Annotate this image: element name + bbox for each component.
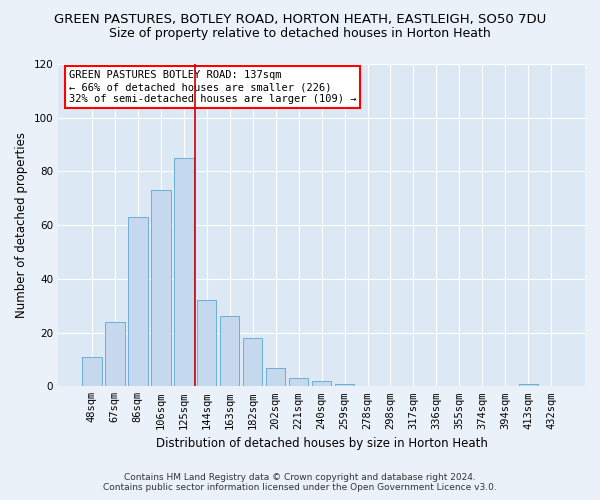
Text: GREEN PASTURES, BOTLEY ROAD, HORTON HEATH, EASTLEIGH, SO50 7DU: GREEN PASTURES, BOTLEY ROAD, HORTON HEAT… <box>54 12 546 26</box>
Bar <box>312 381 331 386</box>
Bar <box>220 316 239 386</box>
Bar <box>151 190 170 386</box>
Text: GREEN PASTURES BOTLEY ROAD: 137sqm
← 66% of detached houses are smaller (226)
32: GREEN PASTURES BOTLEY ROAD: 137sqm ← 66%… <box>69 70 356 104</box>
Text: Size of property relative to detached houses in Horton Heath: Size of property relative to detached ho… <box>109 28 491 40</box>
Y-axis label: Number of detached properties: Number of detached properties <box>15 132 28 318</box>
Bar <box>335 384 355 386</box>
Bar <box>82 357 101 386</box>
Bar <box>105 322 125 386</box>
Bar <box>289 378 308 386</box>
X-axis label: Distribution of detached houses by size in Horton Heath: Distribution of detached houses by size … <box>155 437 488 450</box>
Text: Contains HM Land Registry data © Crown copyright and database right 2024.
Contai: Contains HM Land Registry data © Crown c… <box>103 473 497 492</box>
Bar <box>518 384 538 386</box>
Bar <box>243 338 262 386</box>
Bar <box>174 158 194 386</box>
Bar <box>197 300 217 386</box>
Bar <box>128 217 148 386</box>
Bar <box>266 368 286 386</box>
